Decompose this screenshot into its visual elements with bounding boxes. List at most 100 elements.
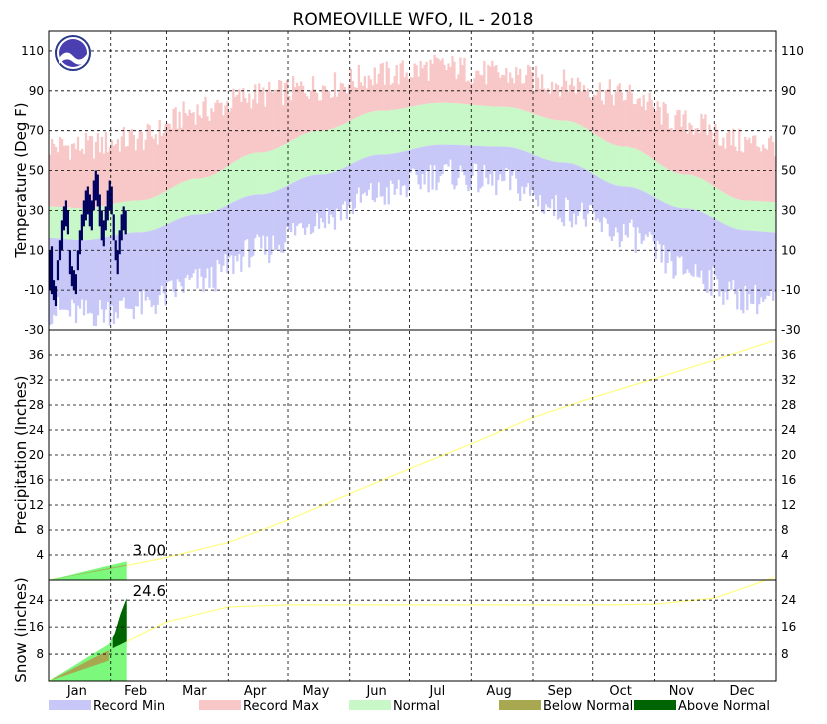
normal-range-bar [377,110,380,155]
record-max-bar [554,83,558,121]
record-max-bar [118,151,121,203]
record-min-bar [457,144,460,178]
normal-range-bar [624,146,627,187]
record-max-bar [762,144,765,202]
record-min-bar [212,211,215,288]
record-max-bar [154,134,157,197]
record-max-bar [142,149,145,201]
record-min-bar [321,174,325,223]
record-min-bar [632,187,635,228]
record-min-bar [192,214,195,274]
record-max-bar [774,156,777,203]
record-min-bar [128,232,131,309]
normal-range-bar [716,188,719,221]
record-max-bar [453,61,456,104]
normal-range-bar [505,106,508,147]
normal-range-bar [419,104,422,148]
record-max-bar [443,64,446,103]
record-min-bar [652,196,655,242]
record-max-bar [138,130,141,201]
record-min-bar [742,230,745,314]
normal-range-bar [295,137,299,181]
normal-range-bar [154,196,157,230]
normal-range-bar [128,200,131,233]
precip-ytd-label: 3.00 [133,541,166,559]
record-max-bar [483,60,486,106]
normal-range-bar [762,201,765,232]
normal-range-bar [250,153,253,196]
precip-tick-label-right: 12 [781,498,796,512]
temp-tick-label-left: 90 [29,84,44,98]
record-min-bar [736,229,739,310]
normal-range-bar [230,163,233,204]
normal-range-bar [730,196,733,228]
normal-range-bar [752,200,755,231]
normal-range-bar [174,185,177,221]
record-max-bar [240,101,243,158]
normal-range-bar [525,111,528,152]
record-max-bar [258,83,261,153]
record-min-bar [463,145,466,176]
record-min-bar [620,186,623,242]
record-max-bar [379,63,382,111]
record-max-bar [447,63,450,103]
normal-range-bar [58,207,62,239]
temp-tick-label-right: -10 [781,283,801,297]
record-min-bar [206,213,209,269]
temp-tick-label-right: 10 [781,243,796,257]
record-min-bar [110,236,114,306]
record-min-bar [337,170,341,212]
record-max-bar [102,153,106,206]
record-min-bar [234,201,237,256]
record-min-bar [282,187,285,253]
normal-range-bar [357,116,361,161]
record-max-bar [114,144,118,204]
normal-range-bar [234,161,237,202]
normal-range-bar [387,110,390,155]
normal-range-bar [395,109,398,153]
normal-range-bar [714,187,717,220]
record-min-bar [142,232,145,291]
normal-range-bar [469,104,472,146]
normal-range-bar [533,113,536,155]
record-max-bar [475,70,478,106]
record-max-bar [367,75,370,113]
normal-range-bar [439,102,442,145]
month-label: Sep [548,684,573,699]
record-min-bar [662,202,665,246]
record-min-bar [301,178,305,229]
snow-tick-label-right: 8 [781,647,789,661]
record-max-bar [622,100,625,147]
normal-range-bar [489,106,492,147]
record-max-bar [732,128,735,198]
normal-range-bar [642,152,645,192]
record-min-bar [469,145,472,188]
record-min-bar [68,239,72,317]
normal-range-bar [612,144,615,185]
normal-range-bar [564,120,568,163]
normal-range-bar [116,202,120,235]
normal-range-bar [164,191,167,226]
normal-range-bar [700,178,703,212]
record-max-bar [74,149,78,209]
normal-range-bar [224,167,227,207]
record-max-bar [519,68,522,110]
normal-range-bar [479,105,482,147]
normal-range-bar [178,183,181,219]
record-min-bar [451,144,454,185]
normal-range-bar [196,178,199,215]
record-min-bar [660,201,663,263]
record-min-bar [688,208,691,273]
record-min-bar [272,191,275,236]
normal-range-bar [760,201,763,232]
record-max-bar [644,110,647,155]
record-min-bar [230,203,233,256]
record-max-bar [638,97,641,151]
record-max-bar [234,96,237,162]
precip-tick-label-right: 8 [781,523,789,537]
record-min-bar [610,183,613,241]
normal-range-bar [772,202,775,233]
record-min-bar [176,219,179,280]
normal-range-bar [268,151,271,194]
record-max-bar [558,96,562,121]
